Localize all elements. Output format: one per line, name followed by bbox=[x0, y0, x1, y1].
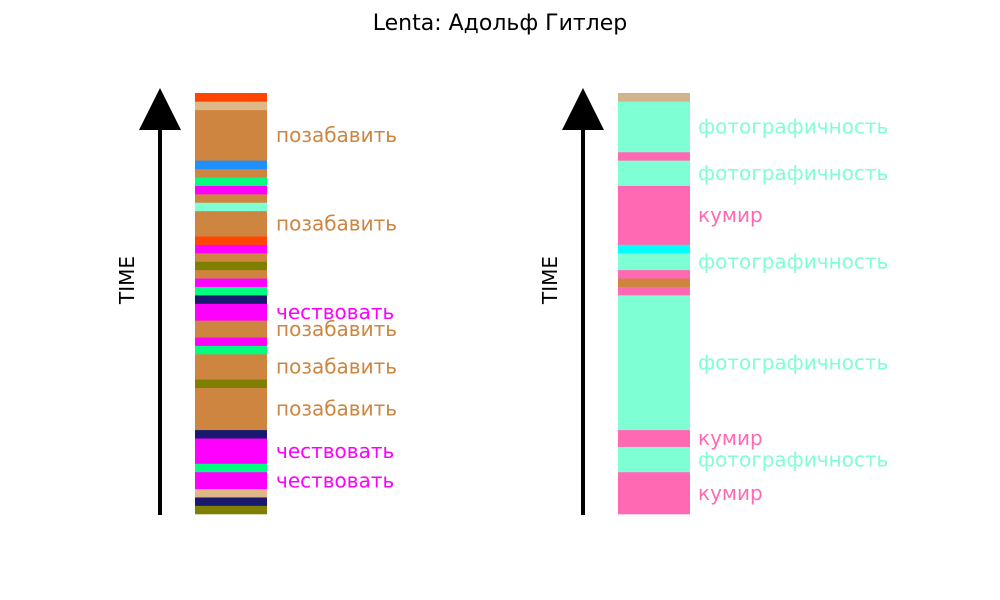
segment bbox=[195, 387, 267, 431]
panels: TIMEчествоватьчествоватьпозабавитьпозаба… bbox=[115, 88, 888, 515]
segment bbox=[618, 295, 690, 431]
segment bbox=[618, 185, 690, 245]
axis-label: TIME bbox=[538, 256, 562, 305]
segment bbox=[618, 252, 690, 271]
segment-label: фотографичность bbox=[698, 350, 888, 374]
segment bbox=[195, 278, 267, 287]
segment-label: позабавить bbox=[276, 123, 397, 147]
segment bbox=[195, 261, 267, 271]
segment bbox=[195, 429, 267, 439]
segment-label: кумир bbox=[698, 481, 763, 505]
segment bbox=[195, 379, 267, 388]
segment bbox=[195, 252, 267, 262]
segment bbox=[195, 438, 267, 464]
segment bbox=[195, 177, 267, 186]
segment-label: позабавить bbox=[276, 317, 397, 341]
segment-label: чествовать bbox=[276, 439, 394, 463]
segment bbox=[195, 345, 267, 355]
segment bbox=[195, 303, 267, 321]
panel-2: TIMEкумирфотографичностькумирфотографичн… bbox=[538, 88, 888, 515]
segment bbox=[195, 236, 267, 245]
segment bbox=[195, 488, 267, 498]
segment-label: кумир bbox=[698, 426, 763, 450]
panel-1: TIMEчествоватьчествоватьпозабавитьпозаба… bbox=[115, 88, 397, 515]
segment bbox=[195, 497, 267, 506]
segment-label: фотографичность bbox=[698, 115, 888, 139]
segment bbox=[618, 446, 690, 473]
chart-title: Lenta: Адольф Гитлер bbox=[373, 11, 628, 36]
segment bbox=[618, 286, 690, 296]
segment bbox=[195, 471, 267, 490]
segment-label: чествовать bbox=[276, 468, 394, 492]
segment bbox=[195, 269, 267, 279]
segment bbox=[195, 185, 267, 195]
segment bbox=[195, 505, 267, 515]
segment bbox=[195, 244, 267, 254]
segment bbox=[618, 471, 690, 515]
time-arrow-head bbox=[562, 88, 604, 130]
segment bbox=[195, 210, 267, 237]
segment bbox=[618, 160, 690, 186]
segment bbox=[195, 463, 267, 473]
segment bbox=[195, 109, 267, 161]
segment bbox=[195, 160, 267, 170]
segment bbox=[195, 295, 267, 304]
segment bbox=[618, 93, 690, 102]
segment-label: кумир bbox=[698, 203, 763, 227]
segment bbox=[195, 354, 267, 380]
segment-label: чествовать bbox=[276, 300, 394, 324]
segment-label: фотографичность bbox=[698, 447, 888, 471]
segment-label: позабавить bbox=[276, 355, 397, 379]
time-arrow-head bbox=[139, 88, 181, 130]
segment bbox=[195, 101, 267, 111]
segment-label: фотографичность bbox=[698, 161, 888, 185]
segment bbox=[618, 429, 690, 447]
segment-label: позабавить bbox=[276, 212, 397, 236]
axis-label: TIME bbox=[115, 256, 139, 305]
segment bbox=[195, 168, 267, 178]
segment bbox=[195, 320, 267, 338]
segment bbox=[618, 278, 690, 287]
segment bbox=[195, 202, 267, 212]
segment bbox=[195, 194, 267, 203]
segment bbox=[618, 101, 690, 153]
segment bbox=[618, 151, 690, 161]
segment-label: позабавить bbox=[276, 397, 397, 421]
segment bbox=[195, 337, 267, 346]
segment bbox=[195, 286, 267, 296]
segment bbox=[618, 244, 690, 254]
segment-label: фотографичность bbox=[698, 249, 888, 273]
segment bbox=[195, 93, 267, 102]
segment bbox=[618, 269, 690, 279]
